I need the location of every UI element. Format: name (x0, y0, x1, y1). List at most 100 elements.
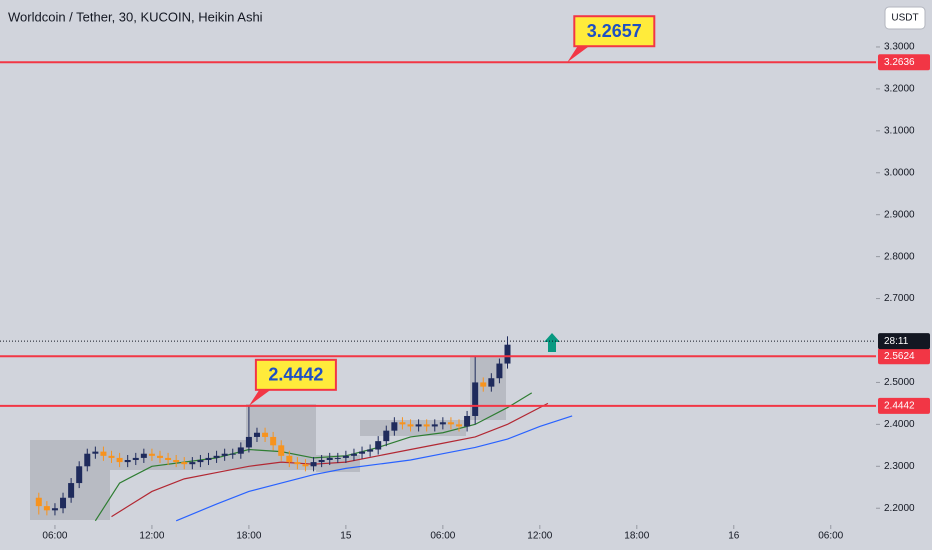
candle-body (423, 424, 430, 427)
countdown-label: 28:11 (884, 336, 909, 347)
candle-body (51, 508, 58, 511)
level-label: 3.2636 (884, 57, 915, 68)
candle-body (399, 422, 406, 425)
candle-body (100, 451, 107, 456)
candle-body (221, 453, 228, 456)
currency-button-label[interactable]: USDT (891, 13, 918, 24)
y-tick-label: 3.3000 (884, 42, 915, 53)
currency-button[interactable] (884, 6, 926, 30)
candle-body (407, 424, 414, 427)
level-tag (878, 54, 930, 71)
candle-body (472, 382, 479, 416)
candle-body (350, 453, 357, 456)
candle-body (35, 497, 42, 507)
y-tick-label: 2.3000 (884, 461, 915, 472)
candle-body (302, 464, 309, 467)
candle-body (43, 506, 50, 511)
callout-box (254, 358, 337, 391)
countdown-tag (878, 333, 930, 350)
candle-body (415, 424, 422, 427)
x-tick-label: 18:00 (624, 531, 649, 542)
candle-body (60, 497, 67, 509)
up-arrow (544, 333, 560, 352)
callout-label: 3.2657 (587, 21, 642, 41)
candle-body (480, 382, 487, 387)
candle-body (456, 424, 463, 427)
candle-body (270, 436, 277, 446)
candle-body (391, 422, 398, 431)
x-tick-label: 12:00 (527, 531, 552, 542)
y-tick-label: 3.0000 (884, 167, 915, 178)
x-tick-label: 06:00 (430, 531, 455, 542)
level-label: 2.5624 (884, 351, 915, 362)
y-tick-label: 2.9000 (884, 209, 915, 220)
candle-body (157, 455, 164, 458)
candle-body (197, 460, 204, 463)
candle-body (504, 344, 511, 364)
y-tick-label: 2.8000 (884, 251, 915, 262)
candle-body (262, 432, 269, 437)
x-tick-label: 15 (340, 531, 352, 542)
candle-body (447, 422, 454, 425)
y-tick-label: 2.4000 (884, 419, 915, 430)
candle-body (375, 441, 382, 450)
candle-body (359, 451, 366, 454)
x-tick-label: 12:00 (139, 531, 164, 542)
level-tag (878, 397, 930, 414)
candle-body (367, 449, 374, 452)
candle-body (245, 436, 252, 448)
candle-body (286, 455, 293, 463)
y-tick-label: 2.5000 (884, 377, 915, 388)
candle-body (318, 460, 325, 463)
candle-body (181, 462, 188, 465)
candle-body (108, 455, 115, 458)
candle-body (229, 453, 236, 455)
candle-body (189, 462, 196, 465)
candle-body (165, 457, 172, 461)
candle-body (326, 457, 333, 461)
y-tick-label: 3.2000 (884, 84, 915, 95)
level-label: 2.4442 (884, 400, 915, 411)
candle-body (84, 453, 91, 467)
candle-body (68, 483, 75, 498)
candle-body (439, 422, 446, 425)
candle-body (173, 460, 180, 463)
candle-body (92, 451, 99, 454)
candle-body (213, 455, 220, 458)
candle-body (124, 460, 131, 463)
candle-body (140, 453, 147, 458)
callout-pointer (248, 388, 272, 406)
candle-body (294, 462, 301, 465)
candle-body (334, 457, 341, 459)
candle-body (488, 378, 495, 387)
x-tick-label: 06:00 (42, 531, 67, 542)
candle-body (148, 453, 155, 456)
candle-body (253, 432, 260, 437)
candle-body (496, 363, 503, 379)
y-tick-label: 2.7000 (884, 293, 915, 304)
candle-body (237, 447, 244, 454)
candle-body (310, 462, 317, 467)
y-tick-label: 3.1000 (884, 125, 915, 136)
ma-line (175, 415, 573, 522)
callout-label: 2.4442 (268, 365, 323, 385)
x-tick-label: 06:00 (818, 531, 843, 542)
candle-body (431, 424, 438, 427)
candle-body (383, 430, 390, 442)
candle-body (464, 415, 471, 427)
callout-pointer (567, 45, 591, 63)
level-tag (878, 348, 930, 365)
y-tick-label: 2.2000 (884, 503, 915, 514)
candle-body (132, 457, 139, 461)
chart-title: Worldcoin / Tether, 30, KUCOIN, Heikin A… (8, 9, 263, 24)
x-tick-label: 16 (728, 531, 740, 542)
callout-box (573, 15, 656, 48)
candle-body (205, 457, 212, 461)
candle-body (116, 457, 123, 463)
candle-body (76, 466, 83, 484)
x-tick-label: 18:00 (236, 531, 261, 542)
candle-body (342, 455, 349, 458)
candle-body (278, 445, 285, 456)
